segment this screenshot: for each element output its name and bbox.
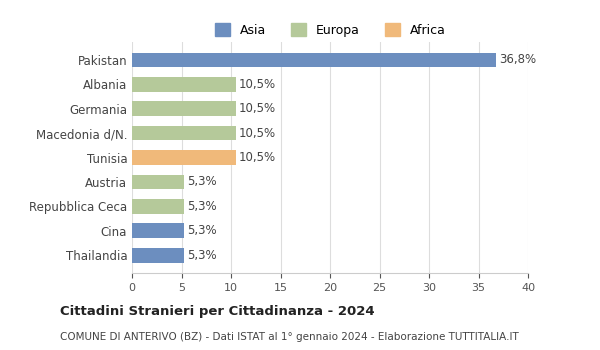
- Bar: [132, 223, 184, 238]
- Text: 36,8%: 36,8%: [499, 53, 536, 66]
- Text: COMUNE DI ANTERIVO (BZ) - Dati ISTAT al 1° gennaio 2024 - Elaborazione TUTTITALI: COMUNE DI ANTERIVO (BZ) - Dati ISTAT al …: [60, 332, 519, 343]
- Text: 5,3%: 5,3%: [187, 175, 217, 188]
- Bar: [132, 150, 236, 165]
- Text: 5,3%: 5,3%: [187, 200, 217, 213]
- Text: 5,3%: 5,3%: [187, 224, 217, 237]
- Text: Cittadini Stranieri per Cittadinanza - 2024: Cittadini Stranieri per Cittadinanza - 2…: [60, 304, 374, 317]
- Bar: [132, 77, 236, 92]
- Bar: [132, 52, 496, 67]
- Text: 10,5%: 10,5%: [239, 127, 276, 140]
- Text: 10,5%: 10,5%: [239, 78, 276, 91]
- Text: 10,5%: 10,5%: [239, 102, 276, 115]
- Text: 5,3%: 5,3%: [187, 248, 217, 262]
- Legend: Asia, Europa, Africa: Asia, Europa, Africa: [209, 18, 451, 42]
- Bar: [132, 126, 236, 140]
- Bar: [132, 175, 184, 189]
- Text: 10,5%: 10,5%: [239, 151, 276, 164]
- Bar: [132, 199, 184, 214]
- Bar: [132, 248, 184, 262]
- Bar: [132, 102, 236, 116]
